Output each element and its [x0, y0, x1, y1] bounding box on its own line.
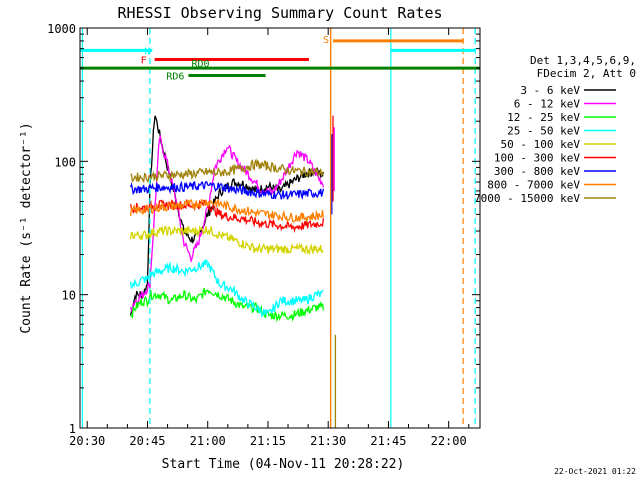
- flag-label-s: S: [323, 35, 329, 46]
- x-axis-label: Start Time (04-Nov-11 20:28:22): [162, 457, 405, 472]
- legend-label-7: 800 - 7000 keV: [487, 179, 580, 192]
- legend-header-0: Det 1,3,4,5,6,9,: [530, 54, 636, 67]
- y-tick-label-2: 100: [54, 155, 76, 169]
- flag-label-rd0: RD0: [191, 59, 209, 70]
- series-line-6: [129, 180, 325, 200]
- y-tick-label-0: 1: [69, 422, 76, 436]
- series-line-1: [129, 134, 325, 313]
- axes-layer: 20:30 20:45 21:00 21:15 21:30 21:45 22:00 1 10 10…: [47, 22, 481, 448]
- x-tick-label-1: 20:45: [129, 434, 165, 448]
- plot-frame: [79, 27, 481, 429]
- y-tick-label-1: 10: [62, 289, 76, 303]
- x-tick-label-3: 21:15: [250, 434, 286, 448]
- flag-overlay-layer: FN S RD0 RD6: [80, 28, 480, 428]
- series-line-4: [129, 224, 324, 256]
- legend-label-6: 300 - 800 keV: [494, 165, 580, 178]
- series-line-3: [129, 259, 324, 318]
- footer-timestamp: 22-Oct-2021 01:22: [554, 467, 636, 476]
- legend-label-4: 50 - 100 keV: [501, 138, 581, 151]
- legend-label-5: 100 - 300 keV: [494, 152, 580, 165]
- flag-label-n: N: [144, 46, 150, 57]
- y-tick-label-3: 1000: [47, 22, 76, 36]
- x-tick-label-0: 20:30: [69, 434, 105, 448]
- legend-label-0: 3 - 6 keV: [520, 84, 580, 97]
- x-tick-label-5: 21:45: [370, 434, 406, 448]
- legend-label-8: 7000 - 15000 keV: [474, 192, 580, 205]
- legend-header-1: FDecim 2, Att 0: [537, 67, 636, 80]
- legend-label-1: 6 - 12 keV: [514, 98, 581, 111]
- legend-label-2: 12 - 25 keV: [507, 111, 580, 124]
- flag-label-rd6: RD6: [166, 72, 184, 83]
- legend-label-3: 25 - 50 keV: [507, 125, 580, 138]
- legend: Det 1,3,4,5,6,9,FDecim 2, Att 0 3 - 6 keV…: [474, 54, 636, 205]
- x-tick-label-4: 21:30: [310, 434, 346, 448]
- chart-title: RHESSI Observing Summary Count Rates: [117, 4, 442, 22]
- flag-label-f: F: [141, 56, 147, 67]
- series-line-5: [129, 198, 325, 234]
- series-line-8: [130, 158, 324, 184]
- series-line-7: [129, 198, 325, 223]
- y-axis-label: Count Rate (s⁻¹ detector⁻¹): [19, 122, 34, 333]
- x-tick-label-2: 21:00: [190, 434, 226, 448]
- series-layer: [129, 115, 325, 323]
- x-tick-label-6: 22:00: [431, 434, 467, 448]
- series-line-2: [130, 287, 325, 323]
